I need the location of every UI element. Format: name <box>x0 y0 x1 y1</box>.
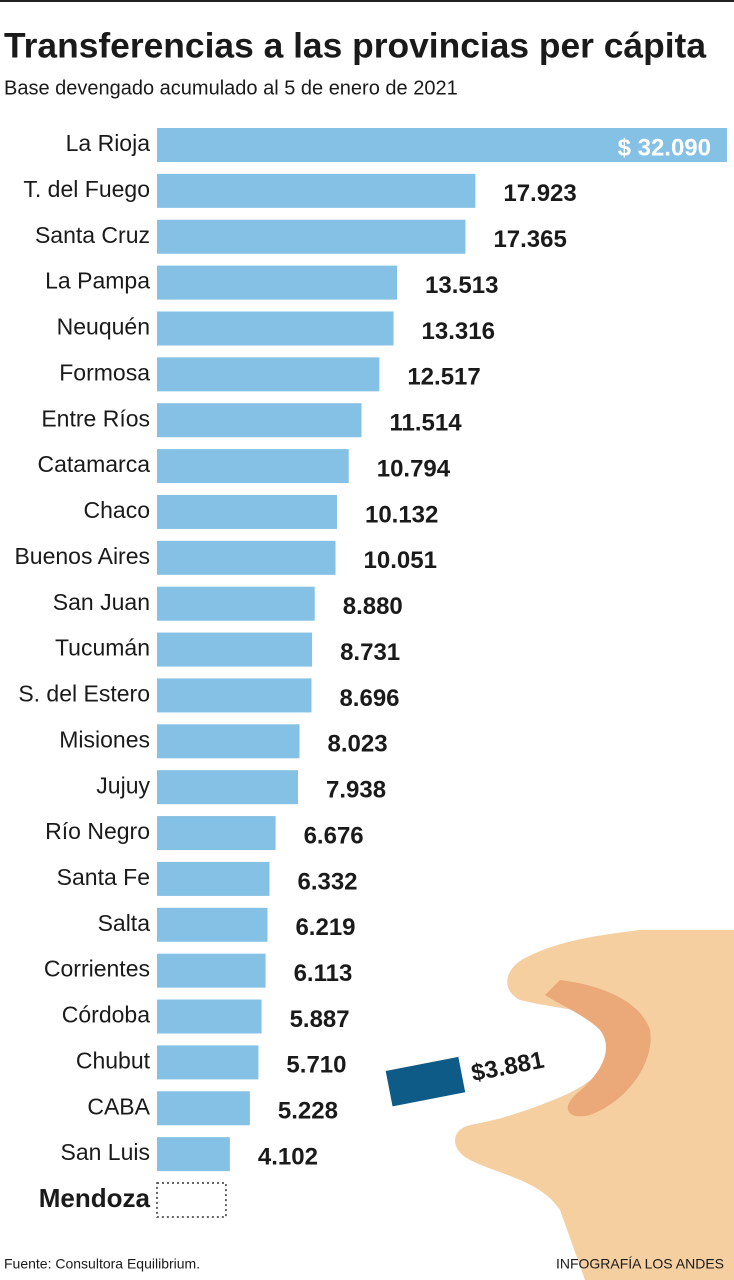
bar <box>157 494 337 529</box>
bar <box>157 632 313 667</box>
bar <box>157 219 466 254</box>
value-label: 6.113 <box>294 960 353 987</box>
bar <box>157 907 268 942</box>
hand-shadow <box>545 980 651 1117</box>
source: Fuente: Consultora Equilibrium. <box>4 1256 200 1272</box>
bar <box>157 678 312 713</box>
bar <box>157 128 727 162</box>
value-label: $ 32.090 <box>618 134 711 161</box>
value-label: 17.365 <box>493 226 566 253</box>
value-label: 13.316 <box>422 318 495 345</box>
value-label: 5.887 <box>290 1006 350 1033</box>
bar-outline <box>156 1182 227 1218</box>
chart-title: Transferencias a las provincias per cápi… <box>4 26 707 65</box>
value-label: 7.938 <box>326 777 386 804</box>
paper-white <box>458 1039 554 1093</box>
category-label: CABA <box>87 1093 150 1119</box>
category-label: Santa Cruz <box>35 222 150 248</box>
value-label: 5.228 <box>278 1098 338 1125</box>
value-label: 13.513 <box>425 272 498 299</box>
category-label: Salta <box>98 910 151 936</box>
bar <box>157 403 362 438</box>
category-label: Tucumán <box>55 635 150 661</box>
category-label: T. del Fuego <box>23 176 150 202</box>
bar <box>157 265 398 300</box>
value-label: 6.332 <box>297 868 357 895</box>
paper <box>385 1039 554 1107</box>
category-label: Neuquén <box>57 314 150 340</box>
category-label: S. del Estero <box>18 681 150 707</box>
value-label: 17.923 <box>503 180 576 207</box>
category-label: Formosa <box>59 359 150 385</box>
category-label: La Rioja <box>66 130 151 156</box>
bar <box>157 953 266 988</box>
value-label: 10.794 <box>377 455 451 482</box>
value-label: 6.219 <box>295 914 355 941</box>
bar <box>157 357 380 392</box>
bar <box>157 1137 230 1172</box>
category-label: Río Negro <box>45 818 150 844</box>
value-label: 6.676 <box>304 822 364 849</box>
bar <box>157 311 394 346</box>
bar <box>157 999 262 1034</box>
value-label: 8.731 <box>340 639 400 666</box>
bar <box>157 540 336 575</box>
bar <box>157 816 276 851</box>
category-label: Córdoba <box>62 1002 150 1028</box>
value-label: 11.514 <box>390 410 463 437</box>
value-label: 10.132 <box>365 501 438 528</box>
bar <box>157 1045 259 1080</box>
category-label: Jujuy <box>96 772 150 798</box>
category-label: Entre Ríos <box>41 405 150 431</box>
bar <box>157 586 315 621</box>
value-label: 4.102 <box>258 1143 318 1170</box>
hand <box>385 930 734 1280</box>
value-label: 8.696 <box>339 685 399 712</box>
bar <box>157 770 298 805</box>
category-label: Catamarca <box>38 451 151 477</box>
category-label: Chaco <box>84 497 150 523</box>
value-label: 5.710 <box>286 1052 346 1079</box>
category-label: Misiones <box>59 726 150 752</box>
value-label: 12.517 <box>407 364 480 391</box>
bar <box>157 1091 250 1126</box>
category-label: San Luis <box>60 1139 150 1165</box>
bar <box>157 449 349 484</box>
paper-blue <box>385 1056 470 1107</box>
bar <box>157 173 476 208</box>
category-label: Corrientes <box>44 956 150 982</box>
bar <box>157 861 270 896</box>
category-label: Buenos Aires <box>14 543 150 569</box>
category-label: San Juan <box>53 589 150 615</box>
credit: INFOGRAFÍA LOS ANDES <box>556 1256 724 1272</box>
category-label: Santa Fe <box>57 864 150 890</box>
value-label: 10.051 <box>364 547 437 574</box>
category-label: Chubut <box>76 1047 151 1073</box>
value-label: 8.880 <box>343 593 403 620</box>
chart-subtitle: Base devengado acumulado al 5 de enero d… <box>4 77 458 99</box>
value-label: 8.023 <box>328 731 388 758</box>
category-label: Mendoza <box>39 1183 151 1213</box>
bar <box>157 724 300 759</box>
category-label: La Pampa <box>45 268 150 294</box>
